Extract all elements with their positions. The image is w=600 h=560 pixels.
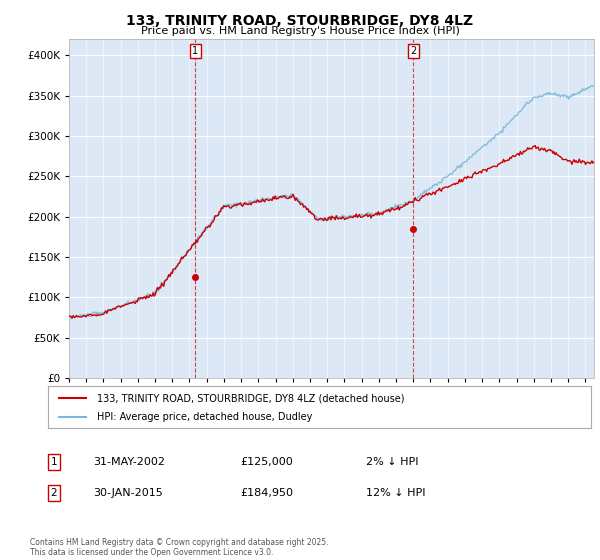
Text: 2% ↓ HPI: 2% ↓ HPI [366, 457, 419, 467]
Text: £125,000: £125,000 [240, 457, 293, 467]
Text: HPI: Average price, detached house, Dudley: HPI: Average price, detached house, Dudl… [97, 412, 312, 422]
Text: 30-JAN-2015: 30-JAN-2015 [93, 488, 163, 498]
Text: 1: 1 [192, 46, 198, 56]
Text: 31-MAY-2002: 31-MAY-2002 [93, 457, 165, 467]
Text: Price paid vs. HM Land Registry's House Price Index (HPI): Price paid vs. HM Land Registry's House … [140, 26, 460, 36]
Text: 2: 2 [50, 488, 58, 498]
Text: 12% ↓ HPI: 12% ↓ HPI [366, 488, 425, 498]
Text: 133, TRINITY ROAD, STOURBRIDGE, DY8 4LZ (detached house): 133, TRINITY ROAD, STOURBRIDGE, DY8 4LZ … [97, 393, 404, 403]
Text: £184,950: £184,950 [240, 488, 293, 498]
Text: 1: 1 [50, 457, 58, 467]
Text: 2: 2 [410, 46, 416, 56]
Text: 133, TRINITY ROAD, STOURBRIDGE, DY8 4LZ: 133, TRINITY ROAD, STOURBRIDGE, DY8 4LZ [127, 14, 473, 28]
Text: Contains HM Land Registry data © Crown copyright and database right 2025.
This d: Contains HM Land Registry data © Crown c… [30, 538, 329, 557]
